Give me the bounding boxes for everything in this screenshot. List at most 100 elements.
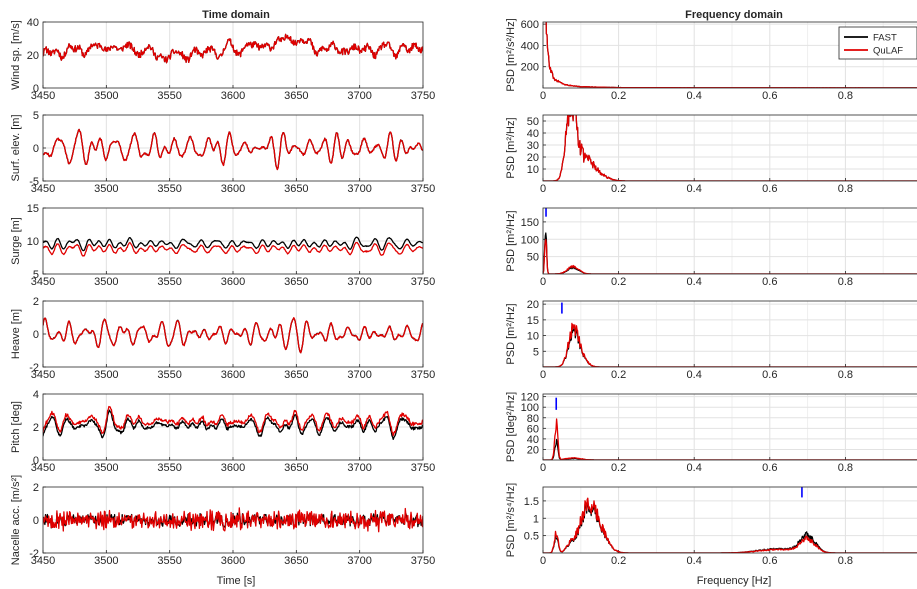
y-tick-label: 400 (521, 40, 539, 52)
x-tick-label: 3700 (347, 369, 371, 381)
y-tick-label: 0 (33, 329, 39, 341)
y-tick-label: 600 (521, 19, 539, 31)
freq-panel-4-background (543, 301, 917, 367)
x-tick-label: 3500 (94, 369, 118, 381)
series-line-qulaf (43, 128, 423, 171)
frequency-domain-title: Frequency domain (685, 9, 783, 21)
y-tick-label: 5 (533, 346, 539, 358)
y-tick-label: 0 (33, 515, 39, 527)
x-tick-label: 3550 (157, 555, 181, 567)
x-tick-label: 0.4 (687, 90, 702, 102)
time-panel-6-axes (42, 486, 424, 554)
freq-panel-5-ylabel: PSD [deg²/Hz] (505, 392, 517, 462)
x-tick-label: 0 (540, 369, 546, 381)
x-tick-label: 3750 (411, 90, 435, 102)
x-tick-label: 0.4 (687, 183, 702, 195)
time-panel-1-ylabel: Wind sp. [m/s] (10, 20, 22, 90)
x-tick-label: 0.4 (687, 369, 702, 381)
x-tick-label: 0.8 (838, 276, 853, 288)
x-tick-label: 3500 (94, 276, 118, 288)
time-panel-1-axes (42, 21, 424, 89)
x-tick-label: 3550 (157, 462, 181, 474)
x-tick-label: 3600 (221, 369, 245, 381)
x-tick-label: 0.6 (762, 276, 777, 288)
x-tick-label: 3750 (411, 555, 435, 567)
time-panel-6-ylabel: Nacelle acc. [m/s²] (10, 475, 22, 565)
x-tick-label: 0 (540, 555, 546, 567)
time-panel-2-ylabel: Surf. elev. [m] (10, 114, 22, 181)
x-tick-label: 0.6 (762, 90, 777, 102)
x-tick-label: 3500 (94, 555, 118, 567)
series-line-fast (43, 236, 423, 252)
y-tick-label: 2 (33, 422, 39, 434)
series-line-qulaf (543, 115, 917, 181)
y-tick-label: 4 (33, 389, 39, 401)
series-line-qulaf (43, 405, 423, 437)
y-tick-label: -5 (29, 176, 39, 188)
y-tick-label: 0 (33, 455, 39, 467)
x-tick-label: 0.8 (838, 369, 853, 381)
y-tick-label: 40 (27, 17, 39, 29)
freq-panel-2-axes (542, 114, 917, 182)
freq-panel-2-ylabel: PSD [m²/Hz] (505, 117, 517, 178)
y-tick-label: 150 (521, 217, 539, 229)
freq-panel-3-axes (542, 207, 917, 275)
y-tick-label: 40 (527, 434, 539, 446)
x-tick-label: 3450 (31, 462, 55, 474)
y-tick-label: 10 (527, 331, 539, 343)
x-tick-label: 0.4 (687, 555, 702, 567)
x-tick-label: 3750 (411, 462, 435, 474)
x-tick-label: 0.2 (611, 555, 626, 567)
y-tick-label: 15 (27, 203, 39, 215)
y-tick-label: 10 (27, 236, 39, 248)
y-tick-label: -2 (29, 362, 39, 374)
y-tick-label: 60 (527, 423, 539, 435)
x-tick-label: 3550 (157, 369, 181, 381)
freq-panel-4-ylabel: PSD [m²/Hz] (505, 303, 517, 364)
x-tick-label: 0.2 (611, 90, 626, 102)
x-tick-label: 3600 (221, 90, 245, 102)
y-tick-label: 5 (33, 110, 39, 122)
time-panel-4-axes (42, 300, 424, 368)
y-tick-label: 40 (527, 128, 539, 140)
y-tick-label: 2 (33, 296, 39, 308)
x-tick-label: 3700 (347, 183, 371, 195)
x-tick-label: 0.6 (762, 555, 777, 567)
x-tick-label: 0 (540, 276, 546, 288)
x-tick-label: 3650 (284, 90, 308, 102)
series-line-qulaf (43, 33, 423, 64)
y-tick-label: 100 (521, 402, 539, 414)
frequency-xlabel: Frequency [Hz] (697, 575, 772, 587)
time-panel-5-axes (42, 393, 424, 461)
time-panel-3-ylabel: Surge [m] (10, 217, 22, 265)
x-tick-label: 3550 (157, 183, 181, 195)
x-tick-label: 3750 (411, 276, 435, 288)
y-tick-label: 10 (527, 164, 539, 176)
x-tick-label: 3550 (157, 90, 181, 102)
time-panel-3-axes (42, 207, 424, 275)
y-tick-label: 0.5 (524, 531, 539, 543)
x-tick-label: 3450 (31, 90, 55, 102)
time-panel-5-ylabel: Pitch [deg] (10, 401, 22, 453)
x-tick-label: 3650 (284, 276, 308, 288)
x-tick-label: 3500 (94, 90, 118, 102)
freq-panel-4-axes (542, 300, 917, 368)
x-tick-label: 3700 (347, 90, 371, 102)
y-tick-label: 20 (527, 299, 539, 311)
x-tick-label: 3500 (94, 462, 118, 474)
freq-panel-2-background (543, 115, 917, 181)
x-tick-label: 0 (540, 90, 546, 102)
x-tick-label: 3450 (31, 276, 55, 288)
x-tick-label: 0.8 (838, 555, 853, 567)
freq-panel-1-ylabel: PSD [m²/s²/Hz] (505, 18, 517, 91)
legend-box (838, 26, 917, 60)
series-line-qulaf (43, 317, 423, 354)
freq-panel-1-axes (542, 21, 917, 89)
x-tick-label: 0.8 (838, 183, 853, 195)
x-tick-label: 3650 (284, 555, 308, 567)
x-tick-label: 0.8 (838, 462, 853, 474)
y-tick-label: 2 (33, 482, 39, 494)
y-tick-label: 0 (33, 143, 39, 155)
x-tick-label: 0 (540, 462, 546, 474)
